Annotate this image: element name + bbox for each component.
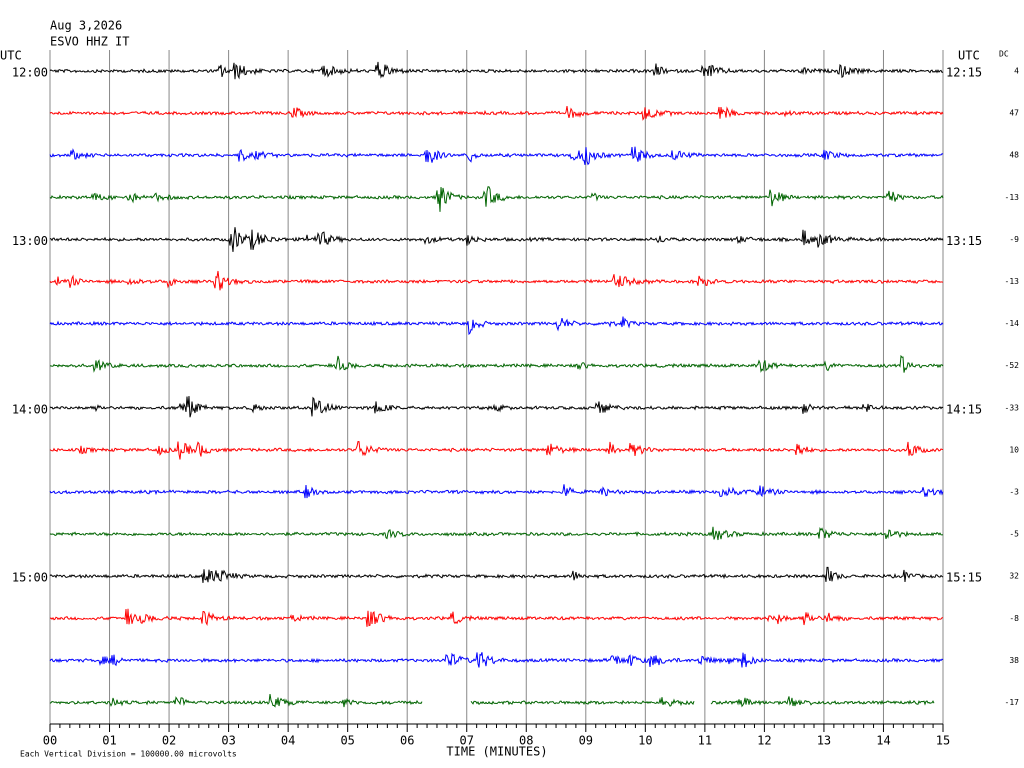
x-tick-label: 01 xyxy=(102,734,116,748)
x-tick-label: 08 xyxy=(519,734,533,748)
x-axis-title: TIME (MINUTES) xyxy=(446,745,547,759)
trace xyxy=(49,652,944,668)
x-tick-label: 07 xyxy=(460,734,474,748)
trace xyxy=(49,316,944,336)
left-time: 15:00 xyxy=(12,571,48,585)
dc-value: -14 xyxy=(1005,319,1020,328)
x-tick-label: 03 xyxy=(221,734,235,748)
dc-value: 48 xyxy=(1009,151,1019,160)
date: Aug 3,2026 xyxy=(50,19,122,33)
trace xyxy=(49,270,944,291)
trace xyxy=(49,396,944,418)
dc-value: -33 xyxy=(1005,403,1020,412)
trace xyxy=(49,694,935,708)
left-time: 12:00 xyxy=(12,66,48,80)
trace xyxy=(49,608,943,627)
dc-value: -13 xyxy=(1005,193,1020,202)
trace xyxy=(49,186,944,212)
station: ESVO HHZ IT xyxy=(50,35,129,49)
dc-value: -5 xyxy=(1009,530,1019,539)
left-time: 14:00 xyxy=(12,402,48,416)
trace xyxy=(49,61,944,80)
trace xyxy=(49,484,944,499)
dc-value: 4 xyxy=(1014,67,1019,76)
x-tick-label: 00 xyxy=(43,734,57,748)
dc-value: -17 xyxy=(1005,698,1020,707)
x-tick-label: 06 xyxy=(400,734,414,748)
dc-value: 32 xyxy=(1009,572,1019,581)
trace xyxy=(50,354,944,373)
dc-value: 47 xyxy=(1009,109,1019,118)
dc-title: DC xyxy=(999,50,1009,59)
x-tick-label: 02 xyxy=(162,734,176,748)
dc-value: -8 xyxy=(1009,614,1019,623)
dc-value: -9 xyxy=(1009,235,1019,244)
right-time: 13:15 xyxy=(946,234,982,248)
x-tick-label: 15 xyxy=(936,734,950,748)
left-time: 13:00 xyxy=(12,234,48,248)
dc-value: 10 xyxy=(1009,445,1019,454)
dc-value: 38 xyxy=(1009,656,1019,665)
right-title: UTC xyxy=(958,49,980,63)
dc-value: -52 xyxy=(1005,361,1020,370)
x-tick-label: 11 xyxy=(698,734,712,748)
trace xyxy=(49,526,944,541)
trace xyxy=(49,146,944,166)
trace xyxy=(49,566,944,583)
x-tick-label: 09 xyxy=(579,734,593,748)
x-tick-label: 04 xyxy=(281,734,295,748)
dc-value: -3 xyxy=(1009,488,1019,497)
right-time: 12:15 xyxy=(946,66,982,80)
x-tick-label: 10 xyxy=(638,734,652,748)
x-tick-label: 14 xyxy=(876,734,890,748)
trace xyxy=(49,227,944,252)
right-time: 14:15 xyxy=(946,402,982,416)
x-tick-label: 13 xyxy=(817,734,831,748)
trace xyxy=(49,440,944,460)
x-tick-label: 12 xyxy=(757,734,771,748)
x-tick-label: 05 xyxy=(340,734,354,748)
footer: Each Vertical Division = 100000.00 micro… xyxy=(20,750,237,759)
dc-value: -13 xyxy=(1005,277,1020,286)
trace xyxy=(49,106,944,121)
right-time: 15:15 xyxy=(946,571,982,585)
left-title: UTC xyxy=(0,49,22,63)
